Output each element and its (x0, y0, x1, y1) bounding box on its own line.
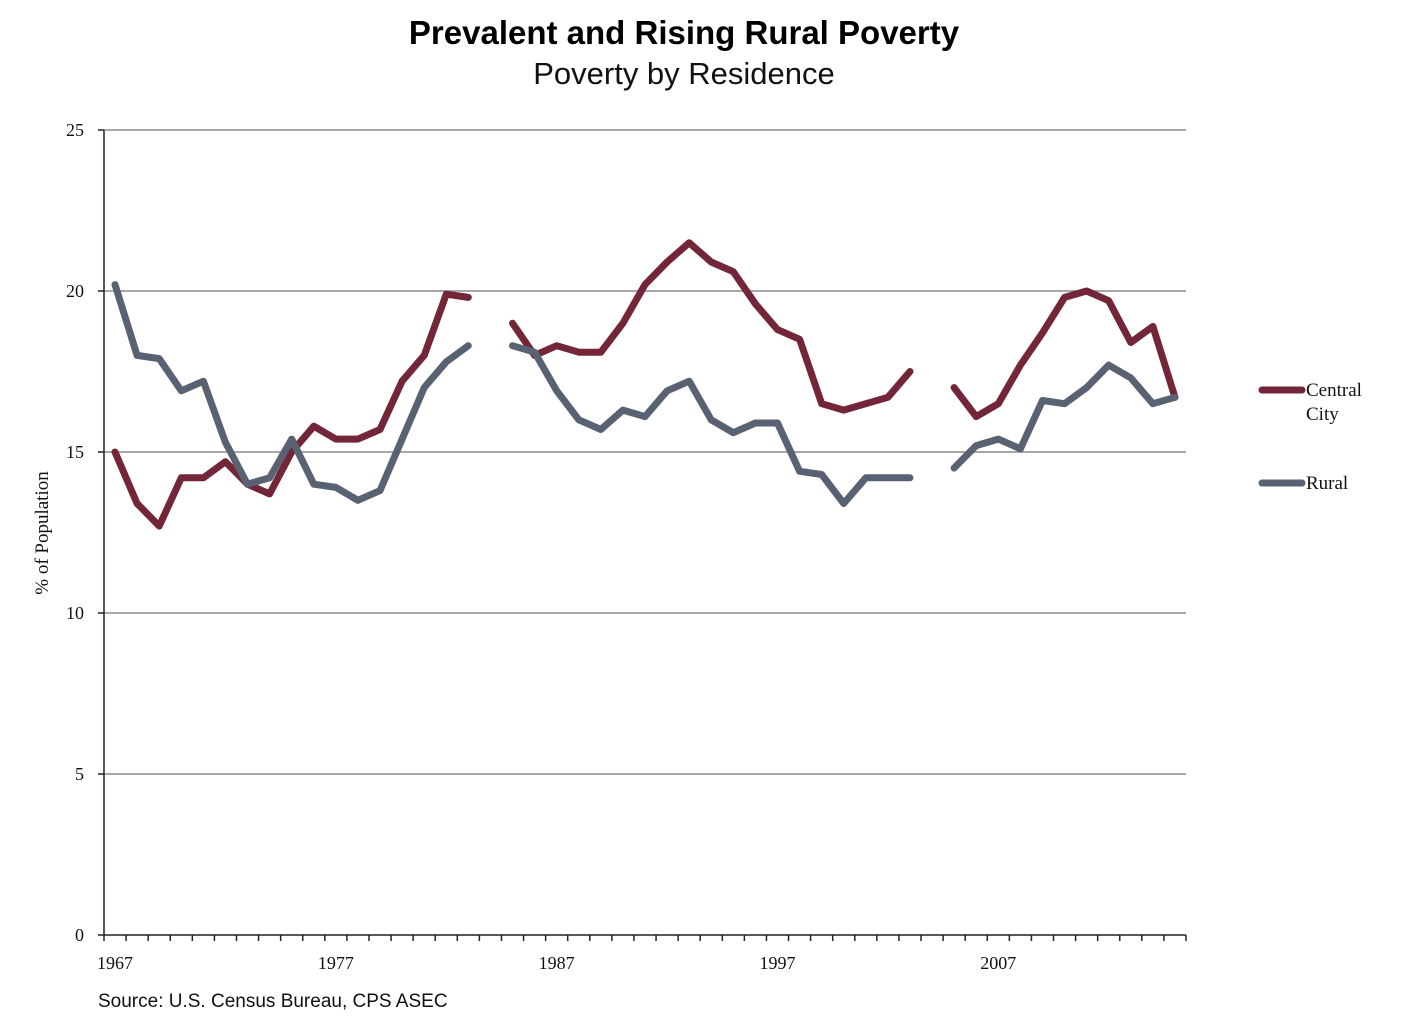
legend-label: Rural (1306, 473, 1348, 494)
y-tick-label: 20 (66, 281, 84, 301)
legend: Central City Rural (1258, 380, 1362, 494)
axes: 0 5 10 15 20 25 1967 1977 1987 1997 2007 (66, 120, 1187, 973)
chart-title: Prevalent and Rising Rural Poverty (408, 14, 960, 51)
x-tick-label: 1977 (318, 953, 354, 973)
series-line-rural-segment-2 (950, 361, 1179, 472)
chart-subtitle: Poverty by Residence (533, 56, 835, 91)
y-tick-label: 15 (66, 442, 84, 462)
x-tick-label: 2007 (980, 953, 1016, 973)
legend-label: Central (1306, 380, 1362, 401)
series-lines (111, 239, 1179, 530)
y-tick-label: 0 (75, 925, 84, 945)
y-tick-label: 10 (66, 603, 84, 623)
x-tick-label: 1997 (759, 953, 795, 973)
series-line-rural-segment-0 (111, 281, 472, 504)
series-line-central-city-segment-1 (509, 239, 914, 414)
legend-label-line2: City (1306, 404, 1339, 425)
y-tick-label: 5 (75, 764, 84, 784)
series-line-central-city-segment-0 (111, 290, 472, 530)
gridlines (104, 129, 1186, 775)
x-tick-label: 1987 (539, 953, 575, 973)
y-tick-label: 25 (66, 120, 84, 140)
source-note: Source: U.S. Census Bureau, CPS ASEC (98, 991, 448, 1012)
series-line-central-city-segment-2 (950, 287, 1179, 421)
x-tick-label: 1967 (97, 953, 133, 973)
series-line-rural-segment-1 (509, 342, 914, 507)
y-axis-title: % of Population (32, 471, 53, 595)
